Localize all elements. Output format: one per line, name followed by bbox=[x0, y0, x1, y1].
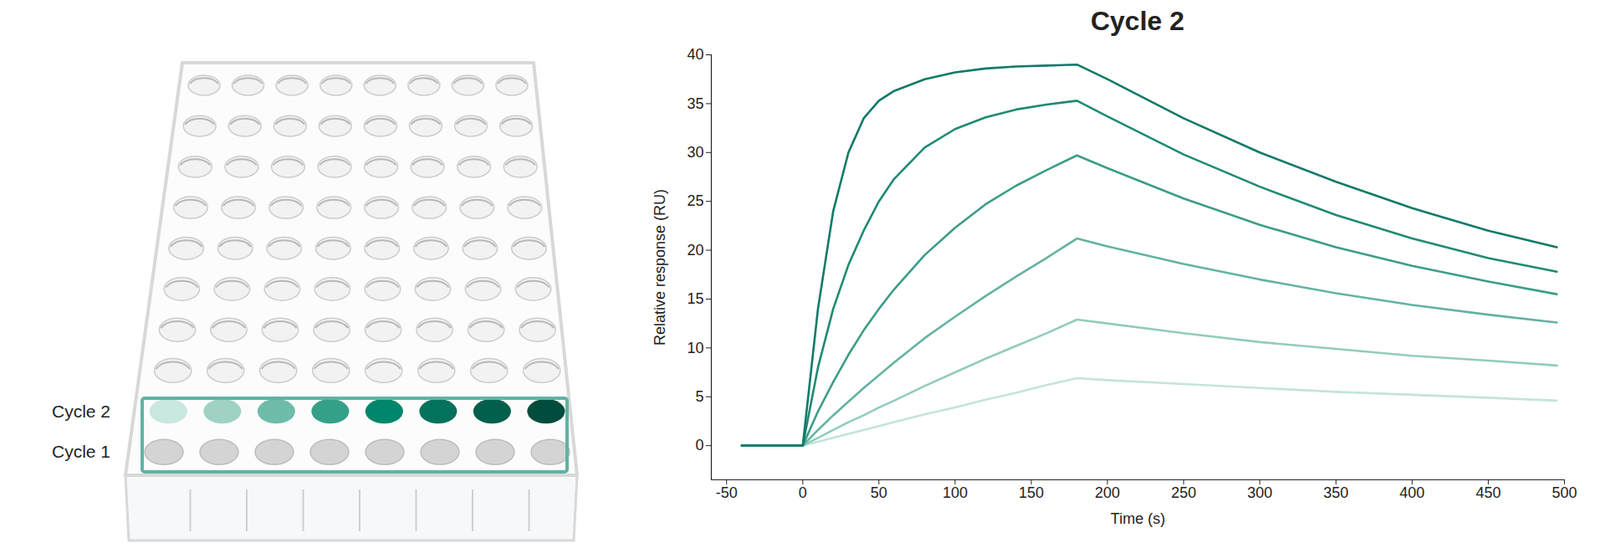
svg-text:15: 15 bbox=[686, 290, 704, 307]
svg-text:350: 350 bbox=[1323, 484, 1349, 501]
svg-text:0: 0 bbox=[695, 436, 704, 454]
svg-text:400: 400 bbox=[1399, 484, 1425, 501]
svg-text:150: 150 bbox=[1018, 484, 1044, 501]
svg-text:Time (s): Time (s) bbox=[1110, 510, 1166, 527]
svg-text:30: 30 bbox=[686, 143, 704, 161]
svg-text:5: 5 bbox=[695, 388, 704, 405]
svg-text:50: 50 bbox=[870, 484, 888, 501]
svg-text:-50: -50 bbox=[715, 484, 738, 501]
svg-text:250: 250 bbox=[1170, 484, 1197, 501]
svg-text:Cycle 1: Cycle 1 bbox=[51, 441, 111, 461]
svg-text:25: 25 bbox=[686, 192, 704, 210]
svg-text:20: 20 bbox=[686, 241, 704, 259]
svg-text:100: 100 bbox=[942, 484, 968, 501]
html-text:Cycle 2: Cycle 2 bbox=[1090, 5, 1185, 36]
svg-text:500: 500 bbox=[1551, 484, 1577, 501]
svg-text:35: 35 bbox=[686, 95, 704, 113]
svg-text:Relative response (RU): Relative response (RU) bbox=[651, 189, 669, 346]
svg-text:0: 0 bbox=[798, 484, 808, 501]
svg-text:40: 40 bbox=[686, 46, 704, 63]
svg-text:Cycle 2: Cycle 2 bbox=[51, 401, 111, 421]
svg-text:200: 200 bbox=[1094, 484, 1120, 501]
svg-text:300: 300 bbox=[1247, 484, 1273, 501]
svg-text:450: 450 bbox=[1475, 484, 1501, 501]
svg-text:10: 10 bbox=[686, 339, 704, 357]
